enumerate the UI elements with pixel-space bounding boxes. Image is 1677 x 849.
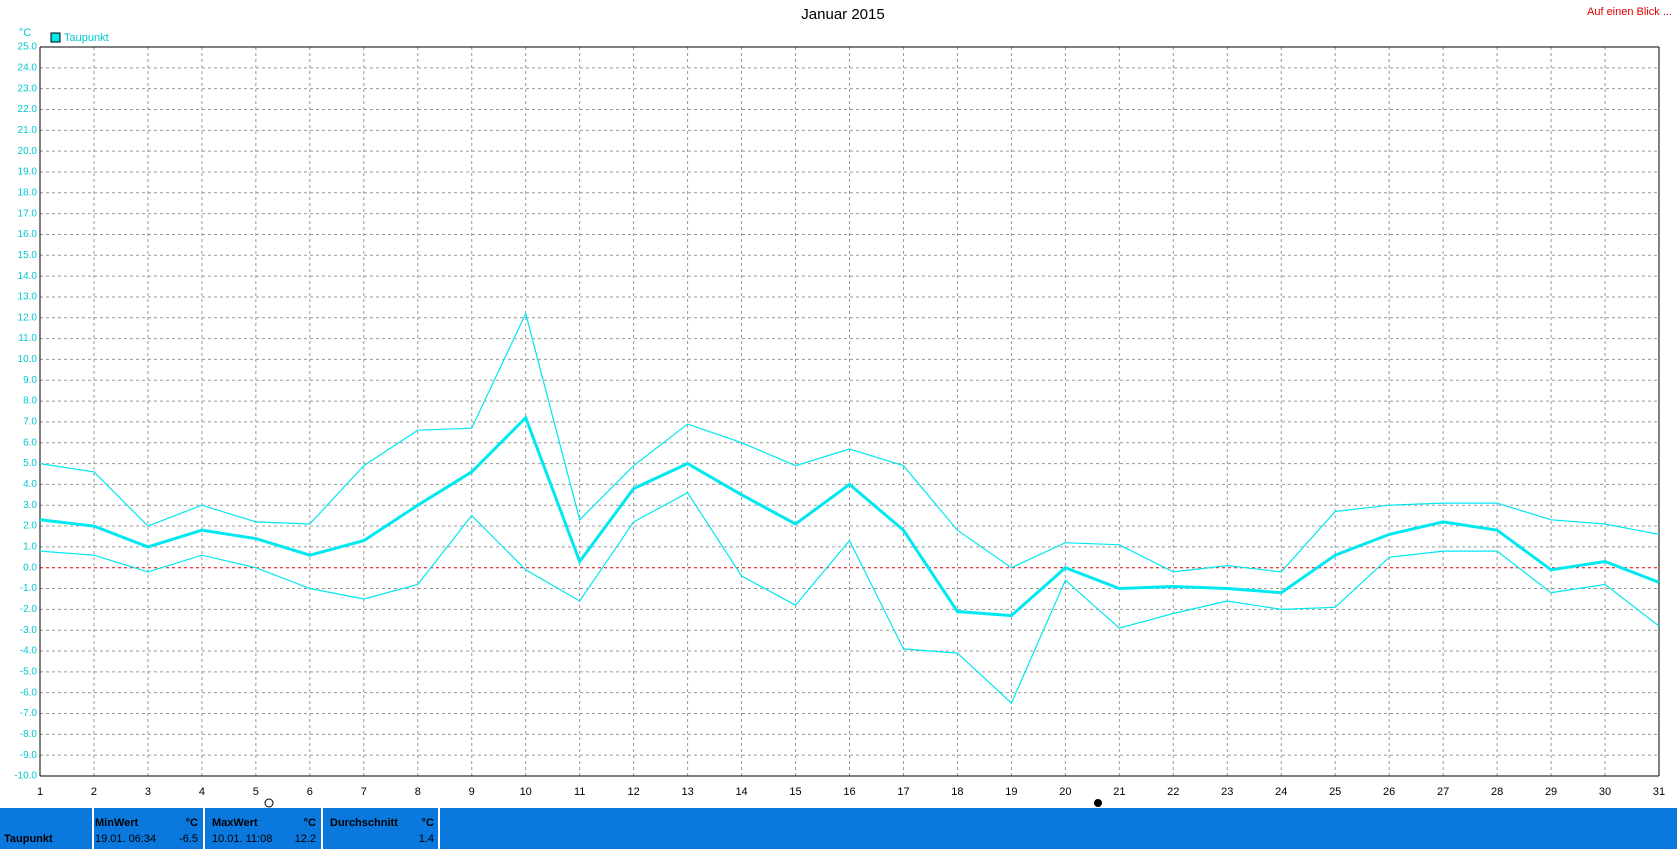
x-tick-label: 13 bbox=[681, 786, 693, 798]
y-tick-label: -10.0 bbox=[14, 771, 37, 782]
x-tick-label: 23 bbox=[1221, 786, 1233, 798]
y-tick-label: -9.0 bbox=[20, 750, 38, 761]
y-tick-label: 25.0 bbox=[18, 42, 38, 53]
x-tick-label: 12 bbox=[628, 786, 640, 798]
x-tick-label: 11 bbox=[574, 786, 585, 798]
legend-label: Taupunkt bbox=[64, 32, 109, 44]
y-tick-label: -1.0 bbox=[20, 583, 38, 594]
y-tick-label: -5.0 bbox=[20, 666, 38, 677]
y-tick-label: 8.0 bbox=[23, 396, 37, 407]
stats-value: 12.2 bbox=[295, 833, 316, 845]
x-tick-label: 20 bbox=[1059, 786, 1071, 798]
stats-time: 10.01. 11:08 bbox=[212, 833, 272, 845]
y-tick-label: 12.0 bbox=[18, 312, 38, 323]
y-tick-label: 23.0 bbox=[18, 83, 38, 94]
y-tick-label: 4.0 bbox=[23, 479, 37, 490]
y-tick-label: -3.0 bbox=[20, 625, 38, 636]
x-tick-label: 5 bbox=[253, 786, 259, 798]
y-tick-label: 14.0 bbox=[18, 271, 38, 282]
y-tick-label: 9.0 bbox=[23, 375, 37, 386]
x-tick-label: 9 bbox=[469, 786, 475, 798]
y-tick-label: 13.0 bbox=[18, 292, 38, 303]
divider bbox=[438, 808, 440, 849]
x-tick-label: 22 bbox=[1167, 786, 1179, 798]
x-tick-label: 26 bbox=[1383, 786, 1395, 798]
y-tick-label: 20.0 bbox=[18, 146, 38, 157]
x-tick-label: 1 bbox=[37, 786, 43, 798]
stats-title: Durchschnitt bbox=[330, 817, 398, 829]
stats-value: -6.5 bbox=[179, 833, 198, 845]
y-tick-label: -6.0 bbox=[20, 687, 38, 698]
x-tick-label: 31 bbox=[1653, 786, 1665, 798]
y-tick-label: 17.0 bbox=[18, 208, 38, 219]
x-tick-label: 19 bbox=[1005, 786, 1017, 798]
y-tick-label: 16.0 bbox=[18, 229, 38, 240]
stats-value: 1.4 bbox=[419, 833, 434, 845]
x-tick-label: 7 bbox=[361, 786, 367, 798]
y-tick-label: 10.0 bbox=[18, 354, 38, 365]
x-tick-label: 21 bbox=[1113, 786, 1125, 798]
y-tick-label: 6.0 bbox=[23, 437, 37, 448]
stats-title: MinWert bbox=[95, 817, 139, 829]
x-tick-label: 15 bbox=[789, 786, 801, 798]
y-tick-label: -4.0 bbox=[20, 646, 38, 657]
y-tick-label: -8.0 bbox=[20, 729, 38, 740]
y-tick-label: 19.0 bbox=[18, 167, 38, 178]
series-line bbox=[39, 311, 1660, 573]
x-tick-label: 3 bbox=[145, 786, 151, 798]
x-tick-label: 8 bbox=[415, 786, 421, 798]
overview-link[interactable]: Auf einen Blick ... bbox=[1587, 6, 1672, 18]
y-tick-label: 15.0 bbox=[18, 250, 38, 261]
x-tick-label: 29 bbox=[1545, 786, 1557, 798]
moon-new bbox=[1094, 799, 1102, 807]
footer-bar bbox=[0, 808, 1677, 849]
stats-unit: °C bbox=[422, 817, 434, 829]
x-tick-label: 27 bbox=[1437, 786, 1449, 798]
series-line bbox=[39, 491, 1660, 705]
x-tick-label: 24 bbox=[1275, 786, 1287, 798]
y-unit: °C bbox=[19, 27, 31, 39]
y-tick-label: 24.0 bbox=[18, 62, 38, 73]
stats-title: MaxWert bbox=[212, 817, 258, 829]
x-tick-label: 16 bbox=[843, 786, 855, 798]
divider bbox=[321, 808, 323, 849]
stats-label: Taupunkt bbox=[4, 833, 53, 845]
y-tick-label: 3.0 bbox=[23, 500, 37, 511]
y-tick-label: -7.0 bbox=[20, 708, 38, 719]
x-tick-label: 18 bbox=[951, 786, 963, 798]
x-tick-label: 17 bbox=[897, 786, 909, 798]
x-tick-label: 4 bbox=[199, 786, 205, 798]
moon-full bbox=[264, 798, 274, 808]
stats-time: 19.01. 06:34 bbox=[95, 833, 156, 845]
divider bbox=[203, 808, 205, 849]
stats-unit: °C bbox=[304, 817, 316, 829]
y-tick-label: 2.0 bbox=[23, 521, 37, 532]
y-tick-label: 1.0 bbox=[23, 542, 37, 553]
y-tick-label: 21.0 bbox=[18, 125, 38, 136]
x-tick-label: 6 bbox=[307, 786, 313, 798]
y-tick-label: 7.0 bbox=[23, 417, 37, 428]
x-tick-label: 25 bbox=[1329, 786, 1341, 798]
divider bbox=[92, 808, 94, 849]
x-tick-label: 28 bbox=[1491, 786, 1503, 798]
y-tick-label: -2.0 bbox=[20, 604, 38, 615]
y-tick-label: 18.0 bbox=[18, 187, 38, 198]
x-tick-label: 30 bbox=[1599, 786, 1611, 798]
y-tick-label: 11.0 bbox=[18, 333, 37, 344]
series-line bbox=[39, 414, 1660, 618]
chart-title: Januar 2015 bbox=[801, 6, 884, 23]
y-tick-label: 0.0 bbox=[23, 562, 37, 573]
stats-unit: °C bbox=[186, 817, 198, 829]
x-tick-label: 10 bbox=[520, 786, 532, 798]
x-tick-label: 2 bbox=[91, 786, 97, 798]
x-tick-label: 14 bbox=[735, 786, 747, 798]
y-tick-label: 5.0 bbox=[23, 458, 37, 469]
legend-swatch bbox=[50, 32, 61, 43]
y-tick-label: 22.0 bbox=[18, 104, 38, 115]
